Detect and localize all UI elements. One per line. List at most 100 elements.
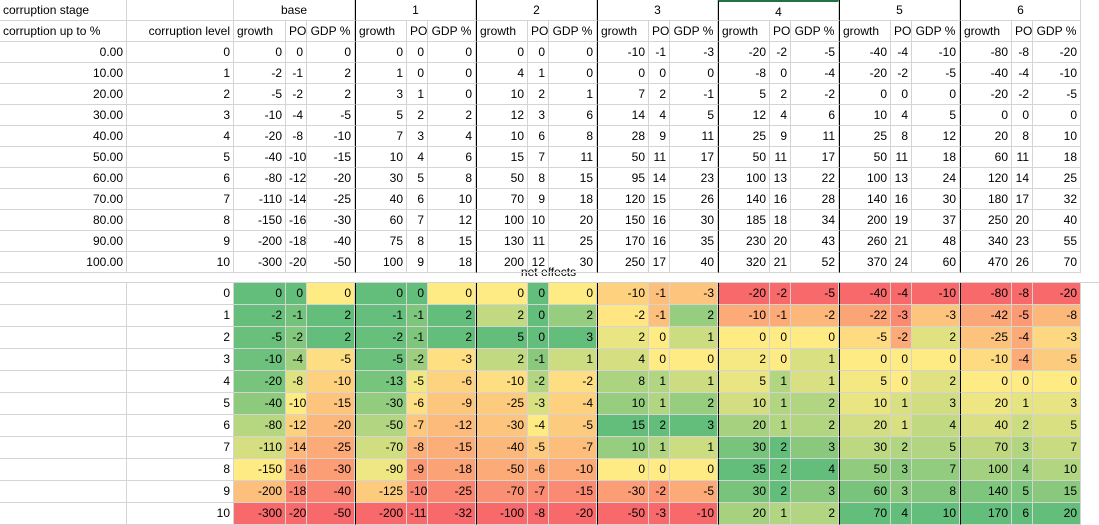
data-cell[interactable]: 37 — [912, 210, 960, 231]
net-effect-cell[interactable]: -3 — [891, 305, 912, 327]
data-cell[interactable]: 4 — [407, 147, 428, 168]
net-effect-cell[interactable]: 70 — [839, 503, 891, 525]
net-effect-cell[interactable]: -3 — [428, 349, 476, 371]
data-cell[interactable]: -40 — [234, 147, 286, 168]
data-cell[interactable]: 3 — [528, 105, 549, 126]
net-effect-cell[interactable]: -20 — [718, 283, 770, 305]
data-cell[interactable]: 10 — [428, 189, 476, 210]
net-effect-cell[interactable]: -40 — [476, 437, 528, 459]
subheader-gdp[interactable]: GDP % — [670, 21, 718, 42]
net-effect-cell[interactable]: -40 — [234, 393, 286, 415]
data-cell[interactable]: 0 — [670, 63, 718, 84]
net-effect-cell[interactable]: -42 — [960, 305, 1012, 327]
data-cell[interactable]: 0 — [549, 42, 597, 63]
data-cell[interactable]: -300 — [234, 252, 286, 273]
net-effect-cell[interactable]: -1 — [649, 305, 670, 327]
subheader-gdp[interactable]: GDP % — [428, 21, 476, 42]
net-effect-cell[interactable]: -5 — [839, 327, 891, 349]
net-effect-cell[interactable]: 2 — [549, 305, 597, 327]
data-cell[interactable]: 13 — [891, 168, 912, 189]
net-effect-cell[interactable]: -4 — [549, 393, 597, 415]
net-effect-cell[interactable]: 3 — [912, 393, 960, 415]
data-cell[interactable]: 14 — [597, 105, 649, 126]
net-effect-cell[interactable]: -11 — [407, 503, 428, 525]
data-cell[interactable]: 28 — [791, 189, 839, 210]
data-cell[interactable]: -1 — [649, 42, 670, 63]
net-effect-cell[interactable]: 0 — [407, 283, 428, 305]
net-effect-cell[interactable]: -2 — [770, 283, 791, 305]
net-effect-cell[interactable]: -25 — [476, 393, 528, 415]
data-cell[interactable]: 16 — [891, 189, 912, 210]
subheader-growth[interactable]: growth — [597, 21, 649, 42]
net-effect-cell[interactable]: 0 — [960, 371, 1012, 393]
data-cell[interactable]: 200 — [839, 210, 891, 231]
data-cell[interactable]: 6 — [528, 126, 549, 147]
net-effect-cell[interactable]: 8 — [597, 371, 649, 393]
data-cell[interactable]: 40 — [1033, 210, 1081, 231]
data-cell[interactable]: -40 — [307, 231, 355, 252]
data-cell[interactable]: 20 — [770, 231, 791, 252]
net-effect-cell[interactable]: -2 — [597, 305, 649, 327]
data-cell[interactable]: 230 — [718, 231, 770, 252]
net-effect-cell[interactable]: -3 — [1033, 327, 1081, 349]
net-effect-cell[interactable]: -2 — [528, 371, 549, 393]
net-effect-cell[interactable]: -1 — [770, 305, 791, 327]
empty-cell[interactable] — [0, 305, 127, 327]
net-effect-cell[interactable]: -6 — [407, 393, 428, 415]
data-cell[interactable]: 8 — [1012, 126, 1033, 147]
net-effect-cell[interactable]: 70 — [960, 437, 1012, 459]
net-effect-cell[interactable]: -2 — [286, 327, 307, 349]
net-effect-cell[interactable]: 2 — [1012, 415, 1033, 437]
net-effect-cell[interactable]: 60 — [839, 481, 891, 503]
net-effect-cell[interactable]: -50 — [355, 415, 407, 437]
stage-header-6[interactable]: 6 — [960, 0, 1081, 21]
data-cell[interactable]: 15 — [476, 147, 528, 168]
net-effect-cell[interactable]: 140 — [960, 481, 1012, 503]
corruption-level-cell[interactable]: 4 — [127, 126, 234, 147]
corruption-percent-cell[interactable]: 0.00 — [0, 42, 127, 63]
data-cell[interactable]: 6 — [791, 105, 839, 126]
net-effect-cell[interactable]: 35 — [718, 459, 770, 481]
net-effect-cell[interactable]: 0 — [234, 283, 286, 305]
net-effect-cell[interactable]: -2 — [791, 305, 839, 327]
data-cell[interactable]: 2 — [649, 84, 670, 105]
net-effect-cell[interactable]: 0 — [476, 283, 528, 305]
data-cell[interactable]: 23 — [1012, 231, 1033, 252]
net-effect-cell[interactable]: 3 — [1033, 393, 1081, 415]
data-cell[interactable]: -3 — [670, 42, 718, 63]
net-effect-cell[interactable]: -2 — [355, 327, 407, 349]
data-cell[interactable]: 17 — [670, 147, 718, 168]
net-effect-cell[interactable]: -5 — [407, 371, 428, 393]
data-cell[interactable]: 16 — [649, 231, 670, 252]
net-effects-row[interactable] — [0, 262, 1099, 283]
net-effect-cell[interactable]: -10 — [549, 459, 597, 481]
empty-cell[interactable] — [0, 393, 127, 415]
subheader-po[interactable]: PO — [407, 21, 428, 42]
data-cell[interactable]: 5 — [912, 105, 960, 126]
data-cell[interactable]: 16 — [649, 210, 670, 231]
net-effect-cell[interactable]: 4 — [1012, 459, 1033, 481]
data-cell[interactable]: 11 — [770, 147, 791, 168]
net-effect-cell[interactable]: -1 — [355, 305, 407, 327]
data-cell[interactable]: 370 — [839, 252, 891, 273]
net-effect-cell[interactable]: 2 — [791, 415, 839, 437]
net-effect-cell[interactable]: 0 — [307, 283, 355, 305]
corruption-level-cell[interactable]: 9 — [127, 231, 234, 252]
data-cell[interactable]: -20 — [1033, 42, 1081, 63]
data-cell[interactable]: 3 — [407, 126, 428, 147]
data-cell[interactable]: 7 — [407, 210, 428, 231]
net-effect-cell[interactable]: 0 — [770, 327, 791, 349]
net-effect-cell[interactable]: 0 — [891, 371, 912, 393]
net-effect-cell[interactable]: 1 — [649, 437, 670, 459]
data-cell[interactable]: 5 — [670, 105, 718, 126]
net-effect-cell[interactable]: 0 — [670, 349, 718, 371]
net-effect-cell[interactable]: -10 — [476, 371, 528, 393]
data-cell[interactable]: 0 — [528, 42, 549, 63]
corruption-percent-cell[interactable]: 80.00 — [0, 210, 127, 231]
net-effect-cell[interactable]: -10 — [407, 481, 428, 503]
data-cell[interactable]: 0 — [476, 42, 528, 63]
data-cell[interactable]: -5 — [912, 63, 960, 84]
data-cell[interactable]: -12 — [286, 168, 307, 189]
data-cell[interactable]: 8 — [407, 231, 428, 252]
